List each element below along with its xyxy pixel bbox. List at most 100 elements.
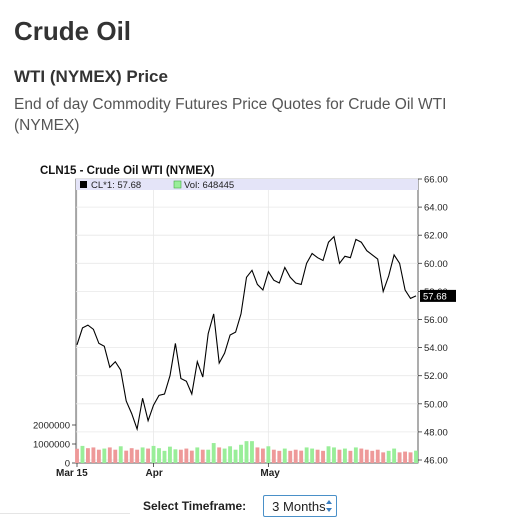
volume-bar — [370, 450, 375, 463]
volume-bar — [239, 444, 243, 463]
price-tick-label: 54.00 — [424, 343, 448, 354]
volume-bar — [271, 449, 276, 463]
select-updown-icon — [326, 500, 333, 512]
volume-bar — [113, 449, 118, 463]
timeframe-selected-value: 3 Months — [272, 498, 326, 514]
price-tick-label: 56.00 — [424, 315, 448, 326]
volume-bar — [146, 448, 151, 463]
volume-bar — [124, 450, 129, 463]
price-legend-swatch — [80, 181, 87, 188]
volume-bar — [364, 449, 369, 463]
volume-bar — [233, 449, 238, 463]
volume-bar — [195, 447, 200, 463]
price-tick-label: 60.00 — [424, 259, 448, 270]
volume-bar — [162, 450, 167, 463]
price-tick-label: 62.00 — [424, 231, 448, 242]
volume-bar — [277, 450, 282, 463]
volume-bar — [91, 447, 96, 463]
price-legend-label: CL*1: 57.68 — [91, 180, 141, 191]
volume-bar — [173, 449, 178, 463]
volume-bar — [397, 452, 402, 463]
price-tick-label: 64.00 — [424, 203, 448, 214]
volume-bar — [250, 441, 254, 463]
volume-bar — [299, 450, 304, 463]
volume-bar — [151, 445, 156, 463]
timeframe-controls: Select Timeframe: 3 Months — [143, 495, 338, 517]
page-title: Crude Oil — [14, 16, 132, 46]
volume-bar — [255, 447, 260, 463]
volume-bar — [178, 449, 183, 463]
volume-bar — [332, 447, 336, 463]
volume-bar — [342, 448, 347, 463]
page-divider — [0, 513, 130, 519]
volume-bar — [282, 448, 287, 463]
volume-bar — [189, 450, 194, 463]
volume-bar — [129, 448, 134, 463]
chart-legend: CL*1: 57.68 Vol: 648445 — [76, 179, 418, 191]
volume-bar — [140, 447, 145, 463]
volume-bar — [288, 450, 293, 463]
volume-bar — [260, 448, 265, 463]
volume-bar — [337, 449, 342, 463]
price-chart: CLN15 - Crude Oil WTI (NYMEX) 66.00 64.00… — [33, 165, 456, 479]
volume-bar — [217, 447, 222, 463]
last-price-label: 57.68 — [423, 291, 447, 302]
volume-legend-swatch — [173, 180, 182, 189]
volume-bar — [107, 447, 112, 463]
volume-bar — [392, 448, 397, 463]
volume-bar — [211, 443, 216, 463]
volume-bar — [200, 449, 205, 463]
volume-tick-label: 2000000 — [33, 421, 70, 432]
date-tick-label: May — [260, 468, 280, 479]
volume-bar — [102, 448, 107, 463]
volume-bar — [75, 448, 79, 463]
volume-bar — [321, 450, 325, 463]
volume-bar — [414, 450, 418, 463]
volume-bar — [348, 450, 353, 463]
volume-bar — [315, 449, 320, 463]
volume-bar — [408, 452, 413, 463]
volume-bar — [228, 446, 233, 463]
page-subtitle: WTI (NYMEX) Price — [14, 67, 168, 86]
volume-bar — [359, 448, 364, 463]
volume-bar — [222, 448, 227, 463]
volume-bar — [184, 448, 189, 463]
timeframe-select[interactable]: 3 Months — [263, 495, 338, 517]
volume-bar — [353, 447, 358, 463]
volume-bar — [381, 452, 386, 463]
volume-bar — [403, 451, 407, 463]
volume-bar — [206, 449, 211, 463]
volume-bar — [310, 448, 315, 463]
price-tick-label: 46.00 — [424, 456, 448, 467]
volume-bar — [375, 449, 380, 463]
price-tick-label: 48.00 — [424, 427, 448, 438]
plot-frame — [75, 178, 419, 464]
timeframe-label: Select Timeframe: — [143, 499, 247, 513]
legend-background — [76, 179, 418, 190]
price-tick-label: 66.00 — [424, 175, 448, 186]
volume-bar — [293, 449, 298, 463]
volume-bar — [326, 446, 331, 463]
volume-bar — [266, 446, 271, 463]
volume-tick-label: 0 — [65, 459, 70, 470]
volume-bar — [86, 448, 90, 463]
volume-bar — [386, 450, 391, 463]
date-tick-label: Apr — [146, 468, 163, 479]
last-price-marker — [420, 289, 456, 302]
volume-bar — [157, 448, 161, 463]
volume-bar — [80, 445, 85, 463]
volume-bar — [304, 447, 309, 463]
volume-bar — [244, 441, 249, 463]
price-tick-label: 50.00 — [424, 399, 448, 410]
volume-bar — [135, 449, 140, 463]
volume-bar — [168, 446, 172, 463]
volume-bar — [96, 449, 101, 463]
volume-tick-label: 1000000 — [33, 440, 70, 451]
price-line — [76, 235, 417, 432]
price-tick-label: 52.00 — [424, 371, 448, 382]
volume-legend-label: Vol: 648445 — [184, 180, 234, 191]
date-tick-label: Mar 15 — [56, 468, 88, 479]
volume-bar — [118, 446, 123, 463]
chart-title: CLN15 - Crude Oil WTI (NYMEX) — [40, 165, 215, 177]
page-description: End of day Commodity Futures Price Quote… — [14, 96, 447, 134]
